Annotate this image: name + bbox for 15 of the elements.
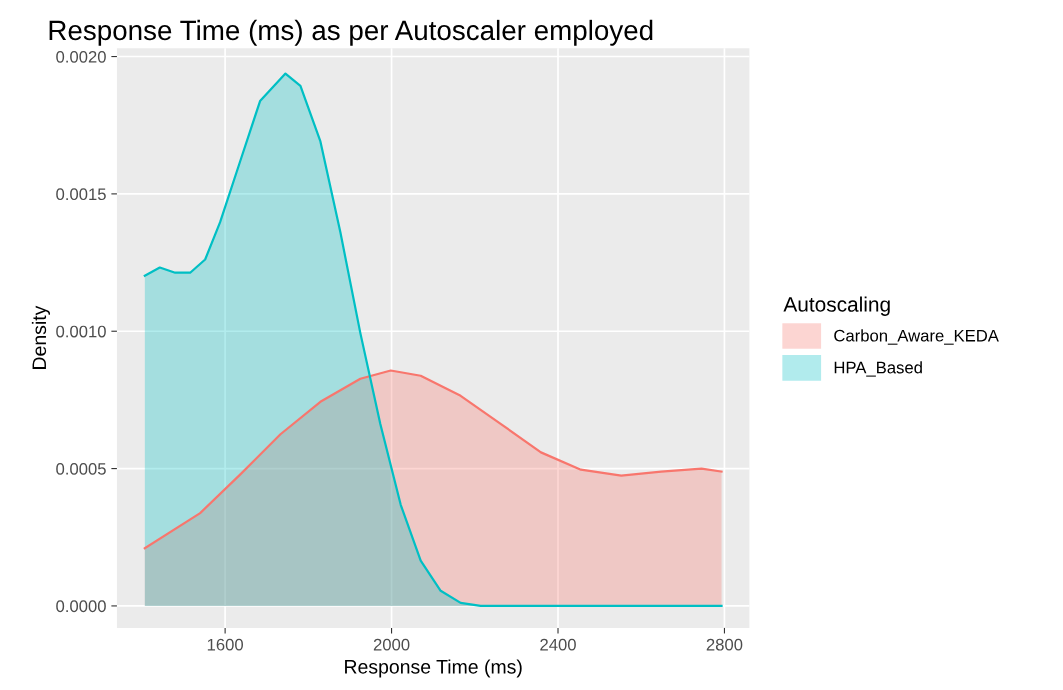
chart-title: Response Time (ms) as per Autoscaler employed — [49, 19, 653, 46]
y-tick-label: 0.0005 — [56, 462, 106, 475]
x-axis-title: Response Time (ms) — [345, 659, 522, 678]
y-axis-title: Density — [31, 305, 50, 369]
legend-title: Autoscaling — [783, 296, 890, 316]
x-tick-label: 2800 — [706, 638, 743, 651]
y-tick-label: 0.0015 — [56, 188, 106, 201]
y-tick-label: 0.0000 — [56, 600, 106, 613]
legend-label: Carbon_Aware_KEDA — [834, 329, 999, 345]
x-tick-label: 2400 — [540, 638, 576, 651]
y-tick-label: 0.0020 — [56, 50, 106, 63]
legend-label: HPA_Based — [834, 361, 922, 377]
x-tick-label: 1600 — [207, 638, 244, 651]
x-tick-label: 2000 — [373, 638, 410, 651]
y-tick-label: 0.0010 — [56, 325, 106, 338]
